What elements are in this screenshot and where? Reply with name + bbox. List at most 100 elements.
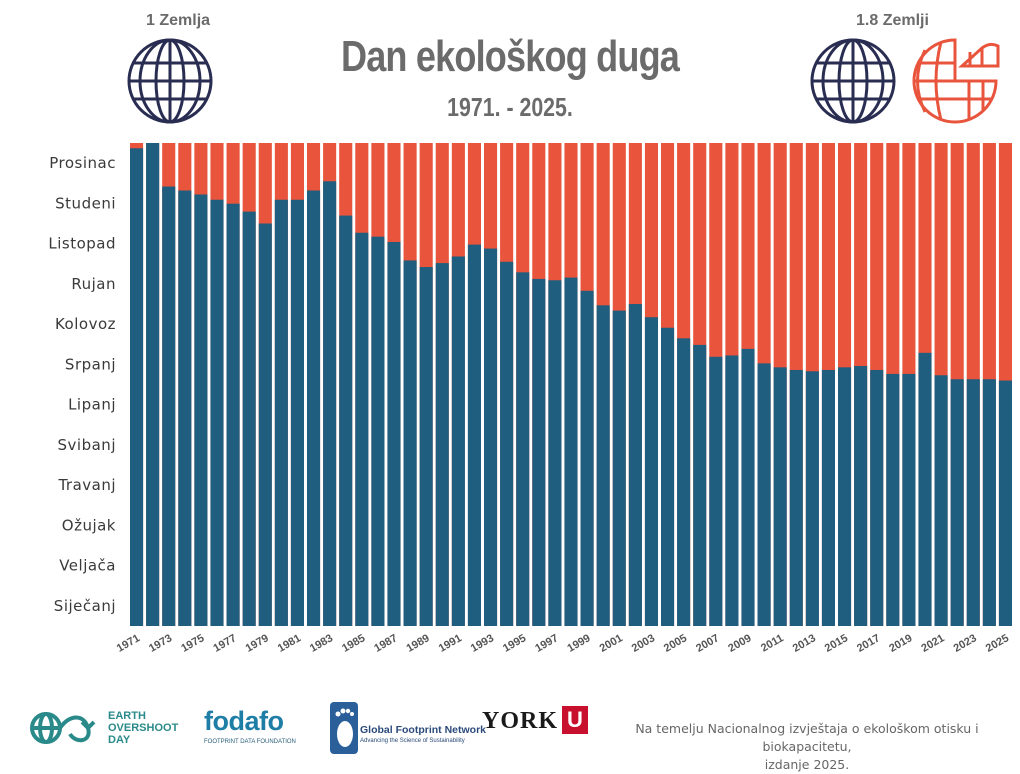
x-tick-label: 1993 xyxy=(469,632,496,655)
bar-1998 xyxy=(564,277,578,626)
y-tick-label: Svibanj xyxy=(58,436,116,454)
x-tick-label: 1971 xyxy=(115,632,142,655)
bar-1983 xyxy=(323,181,337,626)
bar-2001 xyxy=(612,310,626,626)
x-tick-label: 1979 xyxy=(244,632,271,655)
y-tick-label: Lipanj xyxy=(68,396,116,414)
x-tick-label: 1973 xyxy=(147,632,174,655)
x-tick-label: 2001 xyxy=(598,632,625,655)
bar-1972 xyxy=(146,143,160,626)
x-tick-label: 2021 xyxy=(919,632,946,655)
x-tick-label: 2005 xyxy=(662,632,689,655)
bar-2022 xyxy=(950,379,964,626)
x-tick-label: 2019 xyxy=(887,632,914,655)
right-globe-label: 1.8 Zemlji xyxy=(856,12,929,29)
x-tick-label: 2017 xyxy=(855,632,882,655)
fodafo-logo: fodafo xyxy=(204,706,284,736)
bar-1995 xyxy=(516,272,530,626)
eod-line2: OVERSHOOT xyxy=(108,722,179,734)
y-tick-label: Studeni xyxy=(55,194,116,212)
bar-2017 xyxy=(870,369,884,626)
chart-title: Dan ekološkog duga xyxy=(340,32,680,81)
x-tick-label: 1977 xyxy=(211,632,238,655)
x-tick-label: 1975 xyxy=(179,632,206,655)
bar-1976 xyxy=(210,199,224,626)
y-tick-label: Ožujak xyxy=(62,516,116,534)
x-tick-label: 1991 xyxy=(437,632,464,655)
left-globe-label: 1 Zemlja xyxy=(146,12,211,29)
fodafo-logo-subtitle: FOOTPRINT DATA FOUNDATION xyxy=(204,739,296,745)
chart-subtitle: 1971. - 2025. xyxy=(447,92,573,122)
bar-2021 xyxy=(934,375,948,626)
bar-2023 xyxy=(966,379,980,626)
bar-2007 xyxy=(709,356,723,626)
y-tick-label: Listopad xyxy=(48,235,116,253)
bar-2010 xyxy=(757,363,771,626)
x-tick-label: 1985 xyxy=(340,632,367,655)
y-tick-label: Siječanj xyxy=(54,597,116,615)
bar-2025 xyxy=(998,380,1012,626)
source-line1: Na temelju Nacionalnog izvještaja o ekol… xyxy=(635,721,979,754)
york-u-mark: U xyxy=(562,706,588,734)
gfn-logo: Global Footprint Network xyxy=(360,724,486,736)
earth-overshoot-day-logo: EARTH OVERSHOOT DAY xyxy=(108,710,178,746)
one-earth-globe-icon xyxy=(127,38,213,124)
gfn-tagline: Advancing the Science of Sustainability xyxy=(360,738,465,744)
bar-1993 xyxy=(484,248,498,626)
bar-2005 xyxy=(677,338,691,626)
partial-earth-globe-icon xyxy=(912,38,1000,124)
bar-1997 xyxy=(548,280,562,626)
bar-2004 xyxy=(661,327,675,626)
x-tick-label: 2015 xyxy=(823,632,850,655)
bar-1988 xyxy=(403,260,417,626)
bar-2019 xyxy=(902,373,916,626)
bar-2016 xyxy=(854,366,868,626)
bar-2000 xyxy=(596,305,610,626)
bar-1982 xyxy=(307,190,321,626)
x-tick-label: 2025 xyxy=(984,632,1011,655)
bar-1990 xyxy=(435,263,449,626)
y-tick-label: Prosinac xyxy=(49,154,116,172)
bar-1996 xyxy=(532,278,546,626)
bar-1974 xyxy=(178,190,192,626)
x-tick-label: 1983 xyxy=(308,632,335,655)
bar-2013 xyxy=(805,371,819,626)
overshoot-chart: Siječanj Veljača Ožujak Travanj Svibanj Lipan… xyxy=(48,143,1012,655)
bar-2024 xyxy=(982,379,996,626)
x-tick-label: 1981 xyxy=(276,632,303,655)
x-tick-label: 1995 xyxy=(501,632,528,655)
bar-1985 xyxy=(355,232,369,627)
x-tick-label: 2007 xyxy=(694,632,721,655)
y-axis-month-labels: Siječanj Veljača Ožujak Travanj Svibanj Lipan… xyxy=(48,154,116,615)
bar-2003 xyxy=(644,317,658,626)
x-tick-label: 1997 xyxy=(533,632,560,655)
x-axis-year-labels: 1971 1973 1975 1977 1979 1981 1983 1985 1987 1989… xyxy=(115,632,1011,655)
y-tick-label: Rujan xyxy=(71,275,116,293)
eod-line3: DAY xyxy=(108,734,131,746)
bar-1984 xyxy=(339,215,353,626)
y-tick-label: Travanj xyxy=(57,476,116,494)
bar-1992 xyxy=(467,244,481,627)
source-line2: izdanje 2025. xyxy=(764,757,850,772)
bar-2008 xyxy=(725,355,739,626)
bar-1973 xyxy=(162,186,176,627)
x-tick-label: 1999 xyxy=(565,632,592,655)
bar-1986 xyxy=(371,236,385,626)
bar-2006 xyxy=(693,344,707,626)
bar-1999 xyxy=(580,290,594,626)
x-tick-label: 2011 xyxy=(759,632,786,654)
bar-2018 xyxy=(886,373,900,626)
bar-1991 xyxy=(451,256,465,626)
bar-1980 xyxy=(274,199,288,626)
y-tick-label: Kolovoz xyxy=(55,315,116,333)
x-tick-label: 1987 xyxy=(372,632,399,655)
x-tick-label: 2013 xyxy=(791,632,818,655)
bar-2020 xyxy=(918,352,932,626)
bar-2015 xyxy=(838,367,852,626)
bar-1978 xyxy=(242,211,256,626)
bar-1977 xyxy=(226,203,240,626)
bar-1987 xyxy=(387,241,401,627)
bar-2009 xyxy=(741,348,755,626)
bar-1979 xyxy=(258,223,272,626)
bar-2011 xyxy=(773,367,787,626)
